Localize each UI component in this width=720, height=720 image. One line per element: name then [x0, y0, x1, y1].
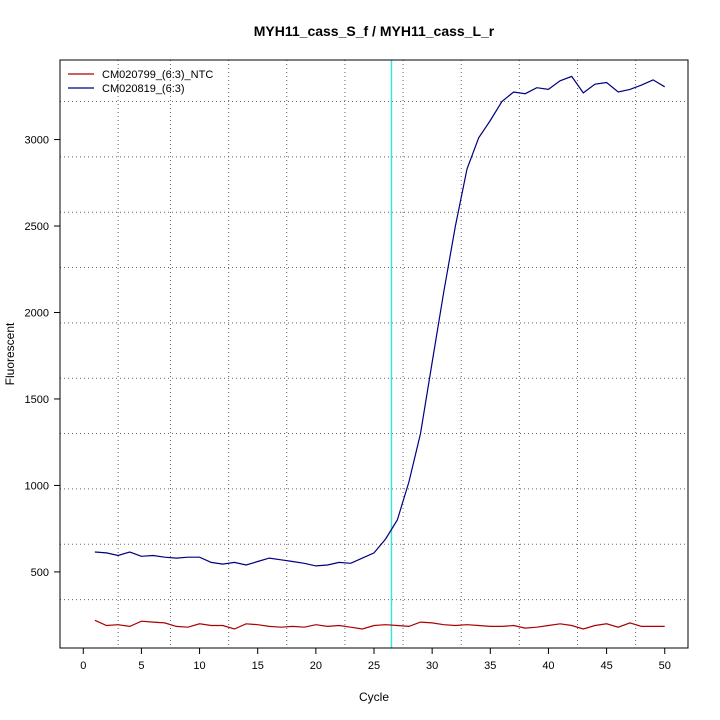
series-line-2 — [94, 75, 666, 567]
x-tick-label: 10 — [193, 660, 205, 672]
series-line-1 — [94, 619, 665, 630]
series-layer — [94, 75, 666, 630]
x-tick-label: 35 — [484, 660, 496, 672]
y-tick-label: 1000 — [25, 480, 49, 492]
x-axis-label: Cycle — [359, 690, 389, 704]
x-tick-label: 25 — [368, 660, 380, 672]
x-tick-label: 40 — [542, 660, 554, 672]
y-axis-label: Fluorescent — [3, 322, 17, 385]
y-tick-label: 2500 — [25, 221, 49, 233]
grid — [60, 60, 688, 648]
y-tick-label: 2000 — [25, 307, 49, 319]
x-axis: 0 5 10 15 20 25 30 35 40 45 50 — [80, 647, 671, 672]
x-tick-label: 5 — [138, 660, 144, 672]
legend: CM020799_(6:3)_NTC CM020819_(6:3) — [68, 69, 213, 95]
legend-label: CM020799_(6:3)_NTC — [102, 69, 213, 81]
y-axis: 500 1000 1500 2000 2500 3000 — [25, 135, 61, 579]
x-tick-label: 15 — [252, 660, 264, 672]
x-tick-label: 20 — [310, 660, 322, 672]
x-tick-label: 45 — [600, 660, 612, 672]
y-tick-label: 3000 — [25, 135, 49, 147]
y-tick-label: 500 — [31, 567, 49, 579]
x-tick-label: 0 — [80, 660, 86, 672]
x-tick-label: 30 — [426, 660, 438, 672]
legend-label: CM020819_(6:3) — [102, 83, 185, 95]
plot-frame — [59, 59, 689, 649]
y-tick-label: 1500 — [25, 394, 49, 406]
chart-title: MYH11_cass_S_f / MYH11_cass_L_r — [254, 23, 495, 39]
x-tick-label: 50 — [659, 660, 671, 672]
